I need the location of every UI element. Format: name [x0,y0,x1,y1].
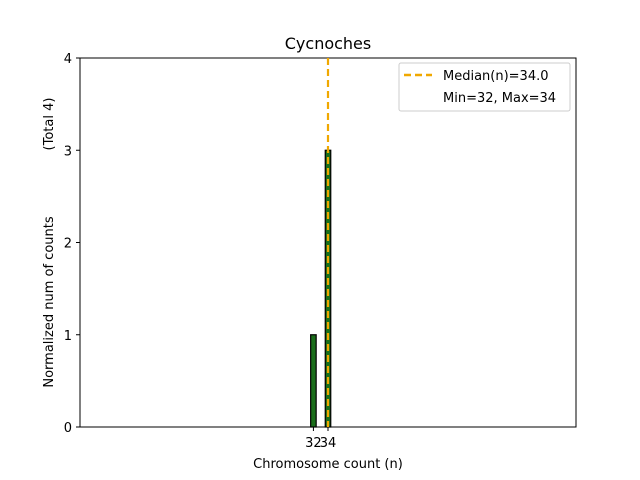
legend-entry-minmax: Min=32, Max=34 [443,91,556,106]
legend: Median(n)=34.0 Min=32, Max=34 [398,62,571,112]
y-tick-label: 2 [64,237,72,252]
y-tick-label: 1 [64,329,72,344]
plot-area [79,57,577,428]
chart-title: Cycnoches [285,34,371,53]
bar-32 [310,334,317,428]
y-tick-label: 3 [64,144,72,159]
y-axis-label-note: (Total 4) [42,98,57,151]
y-tick-label: 0 [64,421,72,436]
x-axis-label: Chromosome count (n) [253,457,403,472]
x-tick-label: 32 [305,436,322,451]
y-tick-label: 4 [64,52,72,67]
legend-entry-median: Median(n)=34.0 [443,69,549,84]
y-axis-label: Normalized num of counts [42,216,57,387]
x-tick-label: 34 [320,436,337,451]
legend-box [398,62,571,112]
